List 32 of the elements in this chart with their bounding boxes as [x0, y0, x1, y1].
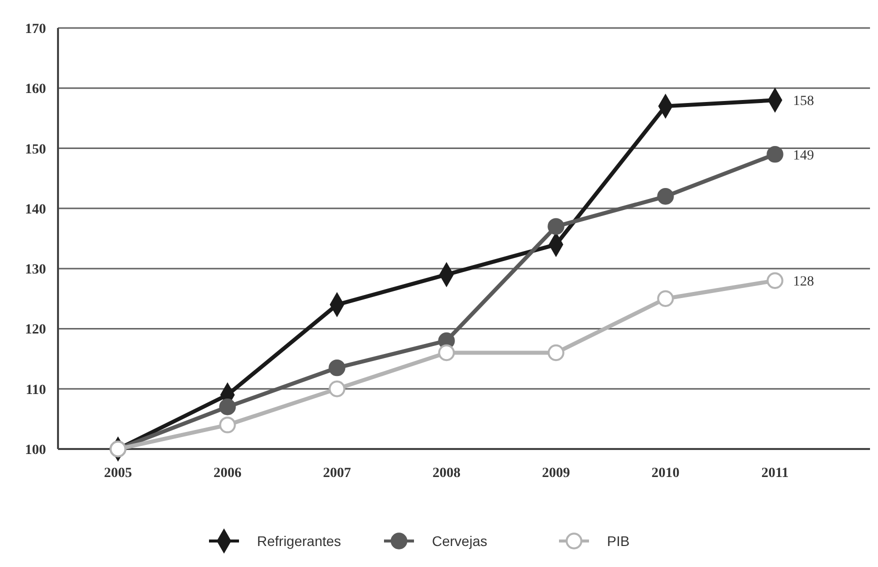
point: [657, 290, 674, 307]
y-tick-label: 160: [25, 82, 46, 98]
x-tick-label: 2008: [432, 466, 460, 481]
y-tick-label: 110: [26, 382, 46, 398]
legend-label: Refrigerantes: [257, 533, 342, 549]
data-label: 149: [793, 148, 814, 164]
x-tick-label: 2011: [761, 466, 789, 481]
point: [657, 188, 674, 205]
x-tick-label: 2007: [323, 466, 351, 481]
point: [438, 344, 455, 362]
data-label: 158: [793, 94, 814, 110]
legend-label: PIB: [607, 533, 630, 549]
point: [548, 344, 564, 362]
y-tick-label: 140: [25, 202, 46, 218]
y-tick-label: 150: [25, 142, 46, 158]
y-tick-label: 130: [25, 262, 46, 278]
point: [328, 359, 346, 376]
point: [328, 380, 346, 398]
point: [548, 218, 564, 235]
point: [766, 146, 784, 163]
point: [766, 272, 784, 289]
y-tick-label: 120: [25, 322, 46, 338]
x-tick-label: 2010: [652, 466, 680, 481]
x-tick-label: 2009: [542, 466, 570, 481]
point: [219, 398, 236, 416]
data-label: 128: [793, 274, 814, 290]
x-tick-label: 2006: [214, 466, 242, 481]
y-tick-label: 100: [25, 443, 46, 458]
legend-label: Cervejas: [432, 533, 488, 549]
x-tick-label: 2005: [104, 466, 132, 481]
y-tick-label: 170: [25, 22, 46, 37]
point: [219, 416, 236, 434]
